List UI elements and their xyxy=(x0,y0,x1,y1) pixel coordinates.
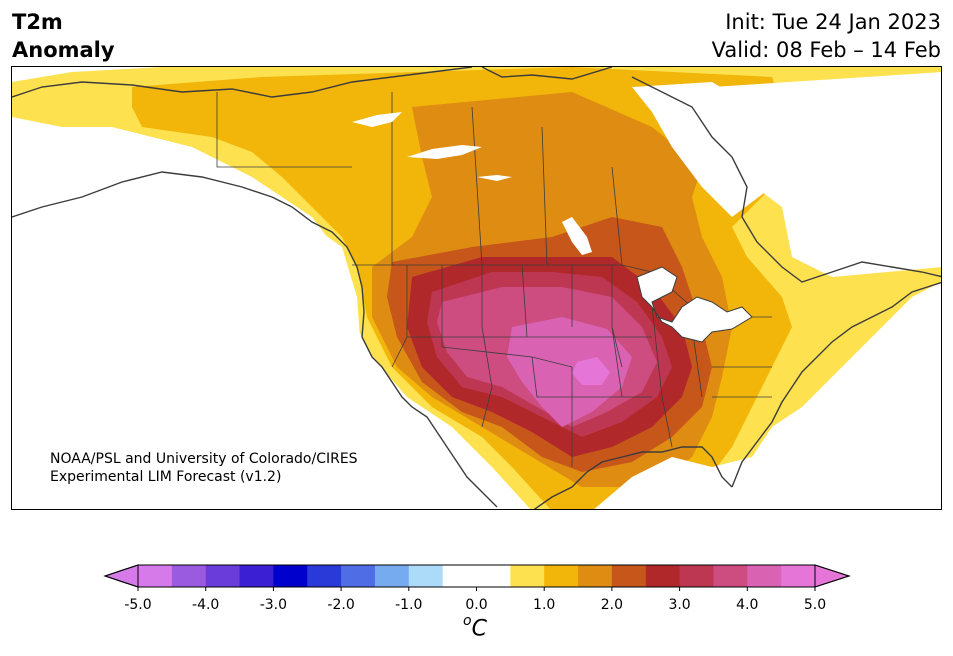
forecast-dates: Init: Tue 24 Jan 2023 Valid: 08 Feb – 14… xyxy=(712,8,941,64)
colorbar-segment xyxy=(510,565,545,587)
neutral-region-pacific xyxy=(12,177,501,509)
title-variable-sub: Anomaly xyxy=(12,38,115,62)
colorbar-segment xyxy=(442,565,477,587)
colorbar-segment xyxy=(781,565,816,587)
colorbar-tick-label: -4.0 xyxy=(192,597,220,613)
colorbar-segment xyxy=(171,565,207,587)
colorbar-tick-label: 4.0 xyxy=(736,597,759,613)
neutral-region-hudson xyxy=(632,82,772,217)
colorbar-tick-label: 2.0 xyxy=(600,597,624,613)
map-credit: NOAA/PSL and University of Colorado/CIRE… xyxy=(50,450,358,486)
great-bear-lake xyxy=(352,112,402,127)
colorbar-tick-label: 0.0 xyxy=(465,597,488,613)
colorbar-segment xyxy=(205,565,241,587)
colorbar-tick-label: 5.0 xyxy=(803,597,827,613)
colorbar-tick-label: -5.0 xyxy=(124,597,152,613)
lake-winnipeg xyxy=(562,217,592,255)
colorbar-segment xyxy=(611,565,647,587)
credit-line-1: NOAA/PSL and University of Colorado/CIRE… xyxy=(50,451,358,467)
title-variable: T2m xyxy=(12,10,63,34)
colorbar-segment xyxy=(239,565,274,587)
anomaly-map: NOAA/PSL and University of Colorado/CIRE… xyxy=(11,66,942,510)
great-lakes xyxy=(636,266,753,343)
colorbar-tick-label: 3.0 xyxy=(668,597,691,613)
colorbar-tick-label: -3.0 xyxy=(259,597,288,613)
colorbar-segment xyxy=(544,565,579,587)
colorbar-outline xyxy=(103,564,851,588)
anomaly-fill-9 xyxy=(572,357,610,385)
init-date: Init: Tue 24 Jan 2023 xyxy=(725,10,941,34)
colorbar-segment xyxy=(138,565,173,587)
colorbar-segment xyxy=(713,565,748,587)
colorbar-segment xyxy=(341,565,376,587)
colorbar-segment xyxy=(747,565,782,587)
map-canvas xyxy=(12,67,941,509)
colorbar-segment xyxy=(307,565,342,587)
colorbar-segment xyxy=(578,565,613,587)
coastline xyxy=(12,67,941,509)
colorbar-unit: oC xyxy=(463,613,487,642)
colorbar-segment xyxy=(679,565,714,587)
colorbar-tick-label: 1.0 xyxy=(533,597,556,613)
colorbar-segment xyxy=(273,565,308,587)
lake-athabasca xyxy=(477,175,512,181)
neutral-region-gulf xyxy=(594,387,941,509)
colorbar-tick-label: -2.0 xyxy=(327,597,355,613)
unit-degree: o xyxy=(463,613,472,629)
colorbar-segment xyxy=(408,565,444,587)
great-slave-lake xyxy=(407,145,482,159)
map-title: T2m Anomaly xyxy=(12,8,115,64)
anomaly-fill-8 xyxy=(507,317,632,427)
colorbar-segment xyxy=(645,565,681,587)
colorbar-segment xyxy=(374,565,410,587)
colorbar-extend-min xyxy=(103,564,139,588)
colorbar-extend-max xyxy=(814,564,851,588)
valid-range: Valid: 08 Feb – 14 Feb xyxy=(711,38,941,62)
unit-label: C xyxy=(471,616,487,642)
colorbar-segment xyxy=(476,565,511,587)
colorbar-tick-label: -1.0 xyxy=(395,597,423,613)
credit-line-2: Experimental LIM Forecast (v1.2) xyxy=(50,469,282,485)
